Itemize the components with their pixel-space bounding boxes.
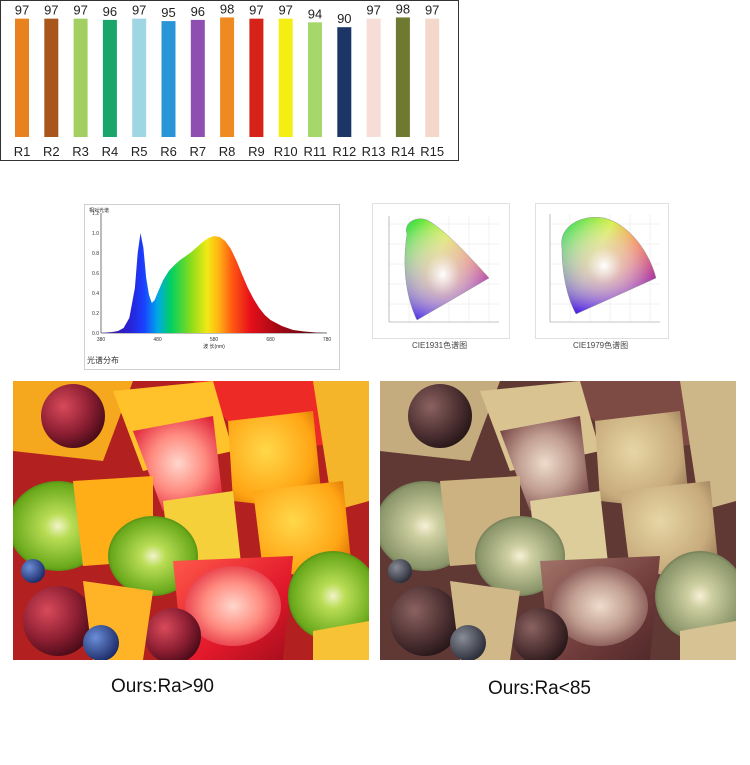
cri-category-label: R11: [304, 144, 327, 159]
cri-category-label: R8: [219, 144, 236, 159]
cri-value-label: 96: [103, 4, 117, 19]
spectrum-x-tick: 780: [323, 337, 332, 343]
spectrum-title: 相对光谱: [89, 207, 109, 214]
spectrum-y-tick: 0.4: [92, 291, 99, 297]
cri-category-label: R14: [391, 144, 415, 159]
spectrum-chart: 0.0 0.2 0.4 0.6 0.8 1.0 1.2 380 480 580 680 780 相对光谱…: [87, 207, 332, 365]
cri-bar-R6: [161, 21, 176, 138]
cri-category-label: R15: [420, 144, 444, 159]
cri-bar-R8: [220, 17, 235, 137]
cri-value-label: 97: [278, 3, 292, 18]
cri-category-label: R13: [362, 144, 386, 159]
cri-value-label: 97: [15, 3, 29, 18]
cie1979-panel: [535, 203, 669, 339]
cri-bar-R4: [102, 19, 117, 138]
spectrum-x-tick: 580: [210, 337, 219, 343]
cie1931-panel: [372, 203, 510, 339]
cri-category-label: R5: [131, 144, 148, 159]
fruit-photo-low-cri: [380, 381, 736, 660]
cri-value-label: 98: [220, 1, 234, 16]
cri-bar-R11: [308, 22, 322, 137]
cie1931-diagram: [388, 216, 499, 323]
fruit-salad-image-dull: [380, 381, 736, 660]
cri-chart-frame: 97 R1 97 R2 97 R3 96 R4 97 R5 95 R6 96 R7 98 R8 97 R9 97 R1…: [0, 0, 459, 161]
cri-bar-R3: [73, 18, 88, 137]
spectrum-y-tick: 0.0: [92, 331, 99, 337]
fruit-salad-image: [13, 381, 369, 660]
cri-category-label: R12: [332, 144, 356, 159]
cri-value-label: 95: [161, 5, 175, 20]
cri-bar-R1: [15, 18, 29, 137]
cri-bar-R13: [366, 18, 381, 137]
cri-bar-R15: [425, 18, 440, 137]
cie1979-diagram: [549, 214, 660, 323]
spectrum-chart-panel: 0.0 0.2 0.4 0.6 0.8 1.0 1.2 380 480 580 680 780 相对光谱…: [84, 204, 340, 370]
cri-category-label: R3: [72, 144, 89, 159]
spectrum-x-tick: 480: [153, 337, 162, 343]
spectrum-caption: 光谱分布: [87, 355, 119, 365]
cri-bar-chart: 97 R1 97 R2 97 R3 96 R4 97 R5 95 R6 96 R7 98 R8 97 R9 97 R1…: [14, 1, 444, 159]
cri-bar-R7: [190, 19, 205, 138]
spectrum-x-tick: 380: [97, 337, 106, 343]
cri-category-label: R9: [248, 144, 265, 159]
spectrum-area: [101, 233, 327, 333]
cri-value-label: 98: [396, 1, 410, 16]
cri-value-label: 97: [425, 3, 439, 18]
cri-value-label: 94: [308, 6, 322, 21]
spectrum-y-tick: 1.0: [92, 231, 99, 237]
cri-value-label: 97: [366, 3, 380, 18]
cri-category-label: R7: [189, 144, 206, 159]
cri-value-label: 90: [337, 11, 351, 26]
spectrum-x-label: 波 长(nm): [203, 343, 225, 350]
cri-value-label: 96: [191, 4, 205, 19]
cie1979-caption: CIE1979色谱图: [573, 341, 629, 350]
fruit-photo-high-cri: [13, 381, 369, 660]
spectrum-y-tick: 0.6: [92, 271, 99, 277]
spectrum-y-tick: 0.8: [92, 251, 99, 257]
cri-value-label: 97: [44, 3, 58, 18]
cri-bar-R2: [44, 18, 59, 137]
spectrum-y-tick: 1.2: [92, 211, 99, 217]
cri-value-label: 97: [73, 3, 87, 18]
cri-category-label: R1: [14, 144, 31, 159]
cie1931-caption: CIE1931色谱图: [412, 341, 468, 350]
cri-bar-R10: [278, 18, 293, 137]
spectrum-y-tick: 0.2: [92, 311, 99, 317]
spectrum-x-tick: 680: [266, 337, 275, 343]
cri-value-label: 97: [132, 3, 146, 18]
cri-bar-R14: [395, 17, 410, 137]
cri-category-label: R2: [43, 144, 60, 159]
cri-bar-R12: [337, 27, 352, 138]
high-cri-caption: Ours:Ra>90: [111, 676, 214, 697]
cri-value-label: 97: [249, 3, 263, 18]
cri-category-label: R10: [274, 144, 298, 159]
cri-category-label: R4: [102, 144, 119, 159]
cri-category-label: R6: [160, 144, 177, 159]
cri-bar-R5: [132, 18, 147, 137]
low-cri-caption: Ours:Ra<85: [488, 678, 591, 699]
cri-bar-R9: [249, 18, 264, 137]
